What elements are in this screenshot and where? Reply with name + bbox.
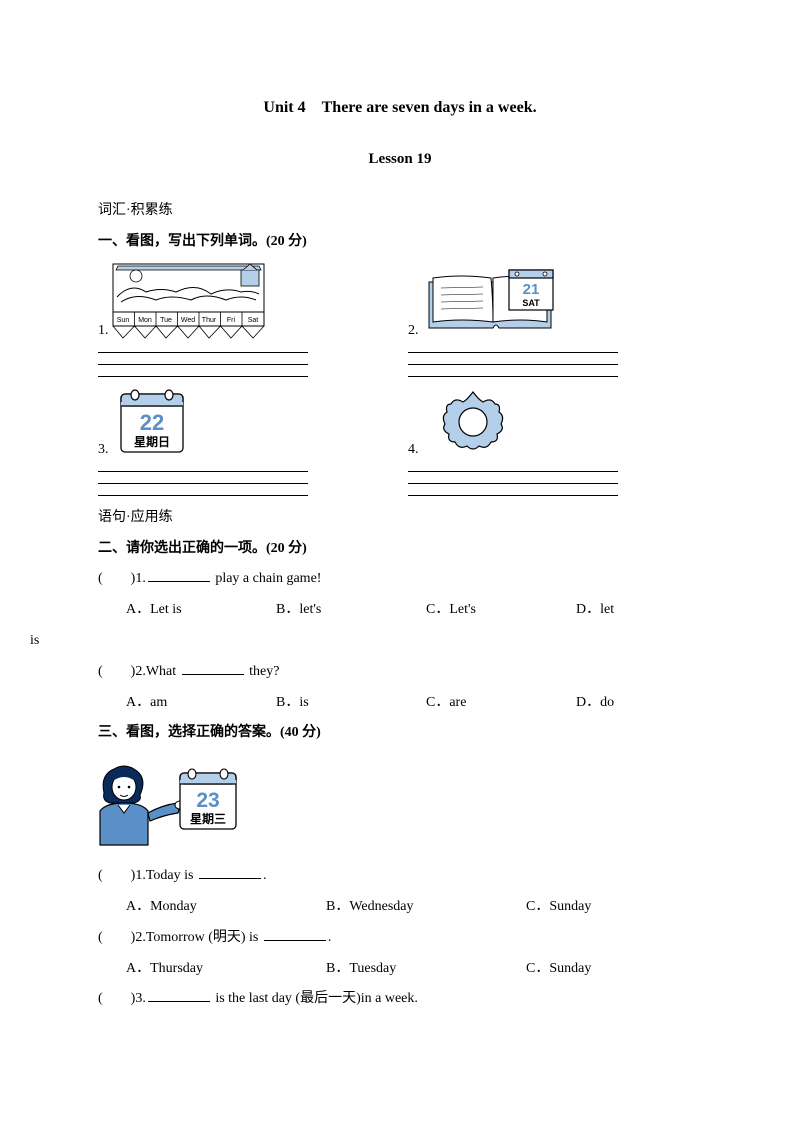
answer-lines-4 <box>408 461 618 497</box>
option-d: D．let <box>548 595 614 626</box>
svg-text:Fri: Fri <box>226 317 235 324</box>
svg-text:Tue: Tue <box>160 317 172 324</box>
option-c: C．Let's <box>398 595 548 626</box>
s2-q1: ( )1. play a chain game! <box>70 564 730 595</box>
option-a: A．am <box>98 688 248 719</box>
image-number-2: 2. <box>408 324 419 340</box>
blank <box>182 674 244 675</box>
s2-q2-prefix: ( )2.What <box>98 664 180 679</box>
image-number-1: 1. <box>98 324 109 340</box>
s3-q2-prefix: ( )2.Tomorrow (明天) is <box>98 930 262 945</box>
image-item-3: 3. 22 星期日 <box>98 384 388 497</box>
s3-q2-suffix: . <box>328 930 332 945</box>
vocab-section-label: 词汇·积累练 <box>70 196 730 227</box>
option-a: A．Monday <box>98 892 298 923</box>
s3-q2-options: A．Thursday B．Tuesday C．Sunday <box>70 954 730 985</box>
image-number-3: 3. <box>98 443 109 459</box>
teacher-calendar-image: 23 星期三 <box>70 755 730 855</box>
s3-q2: ( )2.Tomorrow (明天) is . <box>70 923 730 954</box>
image-number-4: 4. <box>408 443 419 459</box>
option-b: B．is <box>248 688 398 719</box>
image-row-2: 3. 22 星期日 4. <box>70 384 730 497</box>
svg-text:星期日: 星期日 <box>133 434 169 449</box>
svg-text:23: 23 <box>196 789 219 812</box>
svg-text:Sun: Sun <box>116 317 129 324</box>
lesson-title: Lesson 19 <box>70 143 730 176</box>
svg-text:SAT: SAT <box>522 298 540 308</box>
answer-lines-2 <box>408 342 618 378</box>
section-1-heading: 一、看图，写出下列单词。(20 分) <box>70 227 730 258</box>
sunday-calendar-image: 22 星期日 <box>111 384 196 459</box>
option-b: B．Tuesday <box>298 954 498 985</box>
option-c: C．Sunday <box>498 892 591 923</box>
blank <box>148 1001 210 1002</box>
s3-q1: ( )1.Today is . <box>70 861 730 892</box>
saturday-calendar-image: 21 SAT <box>421 262 556 340</box>
blank <box>264 940 326 941</box>
unit-title: Unit 4 There are seven days in a week. <box>70 90 730 125</box>
svg-text:21: 21 <box>522 281 539 298</box>
option-b: B．let's <box>248 595 398 626</box>
answer-lines-1 <box>98 342 308 378</box>
option-a: A．Let is <box>98 595 248 626</box>
svg-text:Wed: Wed <box>180 317 194 324</box>
s3-q3-prefix: ( )3. <box>98 991 146 1006</box>
image-item-2: 2. 21 SAT <box>408 262 698 378</box>
image-item-4: 4. <box>408 384 698 497</box>
s2-q2-options: A．am B．is C．are D．do <box>70 688 730 719</box>
s2-q1-suffix: play a chain game! <box>212 571 322 586</box>
option-c: C．are <box>398 688 548 719</box>
section-2-heading: 二、请你选出正确的一项。(20 分) <box>70 534 730 565</box>
svg-text:22: 22 <box>139 410 163 435</box>
svg-text:星期三: 星期三 <box>190 811 226 826</box>
section-3-heading: 三、看图，选择正确的答案。(40 分) <box>70 718 730 749</box>
blank <box>199 878 261 879</box>
s3-q1-suffix: . <box>263 868 267 883</box>
answer-lines-3 <box>98 461 308 497</box>
s3-q3: ( )3. is the last day (最后一天)in a week. <box>70 984 730 1015</box>
s2-q1-prefix: ( )1. <box>98 571 146 586</box>
image-item-1: 1. Sun Mon <box>98 262 388 378</box>
s2-q2-suffix: they? <box>246 664 280 679</box>
s2-q2: ( )2.What they? <box>70 657 730 688</box>
s2-q1-options: A．Let is B．let's C．Let's D．let <box>70 595 730 626</box>
blank <box>148 581 210 582</box>
s3-q1-options: A．Monday B．Wednesday C．Sunday <box>70 892 730 923</box>
option-a: A．Thursday <box>98 954 298 985</box>
image-row-1: 1. Sun Mon <box>70 262 730 378</box>
sentence-section-label: 语句·应用练 <box>70 503 730 534</box>
week-calendar-image: Sun Mon Tue Wed Thur Fri Sat <box>111 262 266 340</box>
option-d: D．do <box>548 688 614 719</box>
svg-text:Thur: Thur <box>201 317 216 324</box>
option-c: C．Sunday <box>498 954 591 985</box>
sun-image <box>421 384 526 459</box>
hanging-is: is <box>30 626 730 657</box>
option-b: B．Wednesday <box>298 892 498 923</box>
s3-q3-suffix: is the last day (最后一天)in a week. <box>212 991 418 1006</box>
svg-text:Sat: Sat <box>247 317 258 324</box>
s3-q1-prefix: ( )1.Today is <box>98 868 197 883</box>
svg-text:Mon: Mon <box>138 317 152 324</box>
